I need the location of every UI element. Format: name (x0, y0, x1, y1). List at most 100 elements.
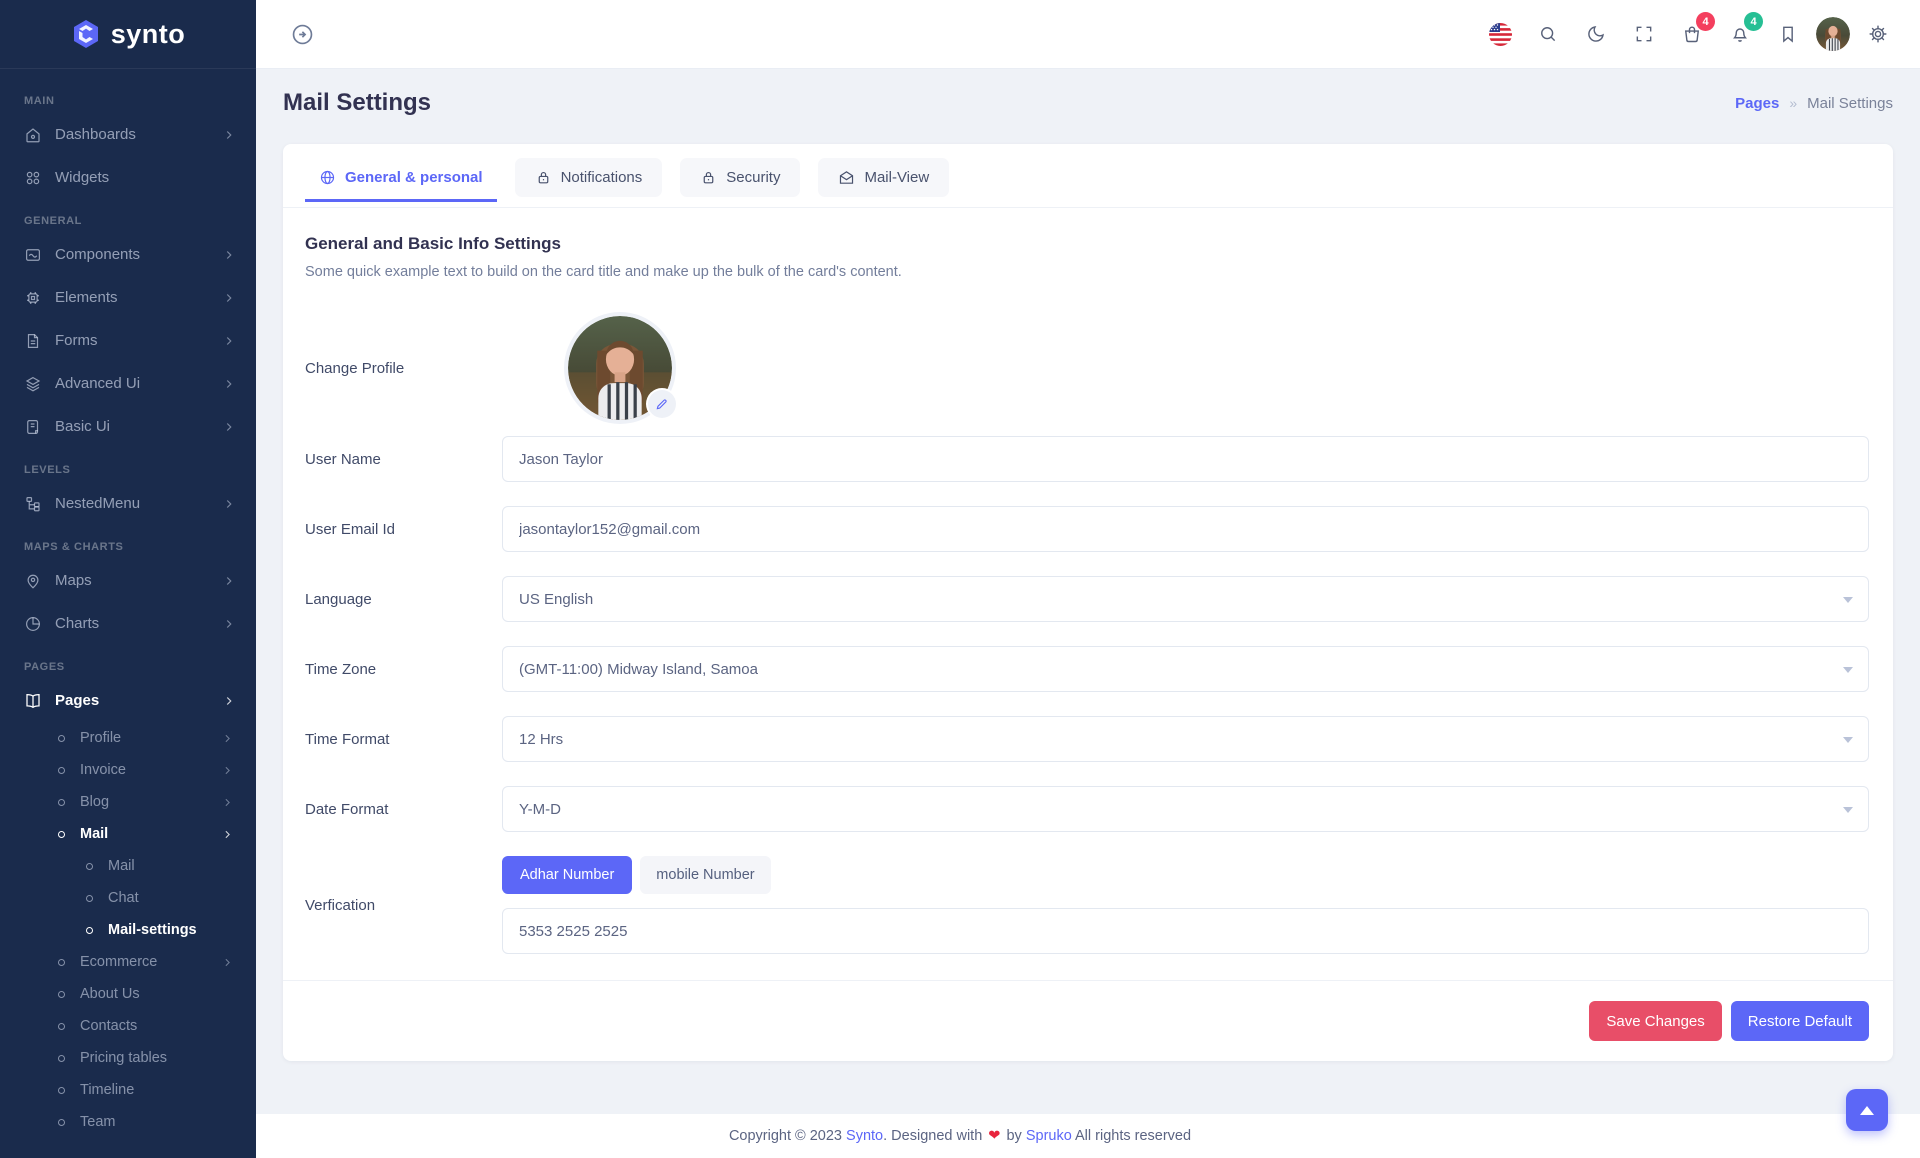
gear-icon (1868, 24, 1888, 44)
sidebar-item-maps[interactable]: Maps (0, 559, 256, 602)
mail-open-icon (838, 169, 855, 186)
caret-down-icon (1843, 807, 1853, 813)
fullscreen-button[interactable] (1624, 14, 1664, 54)
scroll-to-top-button[interactable] (1846, 1089, 1888, 1131)
home-icon (24, 126, 42, 144)
map-pin-icon (24, 572, 42, 590)
footer-by-text: by (1002, 1128, 1026, 1144)
components-icon (24, 246, 42, 264)
sidebar-subitem-mail-mail[interactable]: Mail (0, 850, 256, 882)
sidebar-item-pages[interactable]: Pages (0, 679, 256, 722)
language-flag-button[interactable] (1480, 14, 1520, 54)
pencil-icon (655, 397, 669, 411)
sidebar-subitem-chat[interactable]: Chat (0, 882, 256, 914)
mobile-number-button[interactable]: mobile Number (640, 856, 771, 894)
circle-bullet-icon (86, 862, 93, 870)
user-name-label: User Name (305, 450, 381, 468)
main-content: Mail Settings Pages » Mail Settings Gene… (256, 69, 1920, 1158)
sidebar-subitem-contacts[interactable]: Contacts (0, 1010, 256, 1042)
section-label-maps-charts: Maps & Charts (24, 541, 124, 553)
section-label-levels: Levels (24, 464, 71, 476)
search-icon (1538, 24, 1558, 44)
heart-icon: ❤ (988, 1128, 1001, 1144)
sidebar-item-nestedmenu[interactable]: NestedMenu (0, 482, 256, 525)
circle-bullet-icon (58, 1118, 65, 1126)
tab-general-personal[interactable]: General & personal (305, 158, 497, 202)
breadcrumb-current: Mail Settings (1807, 94, 1893, 112)
time-format-select[interactable]: 12 Hrs (502, 716, 1869, 762)
sidebar-subitem-profile[interactable]: Profile (0, 722, 256, 754)
circle-bullet-icon (58, 798, 65, 806)
circle-arrow-right-icon (290, 22, 315, 47)
circle-bullet-icon (58, 734, 65, 742)
footer-author-link[interactable]: Spruko (1025, 1128, 1072, 1144)
sidebar-subitem-mail-settings[interactable]: Mail-settings (0, 914, 256, 946)
user-email-input[interactable] (502, 506, 1869, 552)
breadcrumb-pages-link[interactable]: Pages (1735, 94, 1780, 112)
user-avatar[interactable] (1816, 17, 1850, 51)
tab-security[interactable]: Security (680, 158, 801, 197)
notifications-button[interactable]: 4 (1720, 12, 1763, 54)
bell-icon (1730, 24, 1750, 44)
adhar-number-button[interactable]: Adhar Number (502, 856, 633, 894)
section-subtitle: Some quick example text to build on the … (305, 264, 902, 280)
language-select[interactable]: US English (502, 576, 1869, 622)
sidebar-item-widgets[interactable]: Widgets (0, 156, 256, 199)
sidebar-subitem-timeline[interactable]: Timeline (0, 1074, 256, 1106)
sidebar-subitem-team[interactable]: Team (0, 1106, 256, 1138)
dark-mode-button[interactable] (1576, 14, 1616, 54)
nested-menu-icon (24, 495, 42, 513)
verification-label: Verfication (305, 896, 376, 914)
widgets-icon (24, 169, 42, 187)
chevron-right-icon (222, 617, 236, 631)
verification-number-input[interactable] (502, 908, 1869, 954)
cart-button[interactable]: 4 (1672, 12, 1715, 54)
save-changes-button[interactable]: Save Changes (1589, 1001, 1722, 1041)
lock-icon (535, 169, 552, 186)
sidebar-item-components[interactable]: Components (0, 233, 256, 276)
chevron-right-icon (221, 828, 234, 841)
sidebar-subitem-blog[interactable]: Blog (0, 786, 256, 818)
date-format-label: Date Format (305, 800, 389, 818)
sidebar-subitem-invoice[interactable]: Invoice (0, 754, 256, 786)
sidebar-toggle-button[interactable] (282, 14, 322, 54)
tab-mail-view[interactable]: Mail-View (818, 158, 950, 197)
caret-up-icon (1860, 1105, 1874, 1115)
chevron-right-icon (222, 291, 236, 305)
footer-rights-text: All rights reserved (1071, 1128, 1192, 1144)
circle-bullet-icon (58, 1022, 65, 1030)
sidebar-item-basic-ui[interactable]: Basic Ui (0, 405, 256, 448)
page-footer: Copyright © 2023 Synto. Designed with ❤ … (0, 1114, 1920, 1158)
top-header: 4 4 (256, 0, 1920, 69)
edit-profile-button[interactable] (648, 390, 676, 418)
bookmark-button[interactable] (1768, 14, 1808, 54)
circle-bullet-icon (58, 990, 65, 998)
sidebar-subitem-pricing-tables[interactable]: Pricing tables (0, 1042, 256, 1074)
user-name-input[interactable] (502, 436, 1869, 482)
circle-bullet-icon (86, 894, 93, 902)
sidebar-item-forms[interactable]: Forms (0, 319, 256, 362)
sidebar-item-dashboards[interactable]: Dashboards (0, 113, 256, 156)
settings-button[interactable] (1858, 14, 1898, 54)
tab-notifications[interactable]: Notifications (514, 158, 663, 197)
time-zone-label: Time Zone (305, 660, 377, 678)
restore-default-button[interactable]: Restore Default (1730, 1001, 1869, 1041)
footer-brand-link[interactable]: Synto (846, 1128, 884, 1144)
sidebar-item-charts[interactable]: Charts (0, 602, 256, 645)
cart-badge: 4 (1696, 12, 1715, 31)
sidebar-subitem-about-us[interactable]: About Us (0, 978, 256, 1010)
time-zone-select[interactable]: (GMT-11:00) Midway Island, Samoa (502, 646, 1869, 692)
sidebar-subitem-mail[interactable]: Mail (0, 818, 256, 850)
date-format-select[interactable]: Y-M-D (502, 786, 1869, 832)
circle-bullet-icon (58, 766, 65, 774)
chevron-right-icon (222, 574, 236, 588)
sidebar-subitem-ecommerce[interactable]: Ecommerce (0, 946, 256, 978)
search-button[interactable] (1528, 14, 1568, 54)
caret-down-icon (1843, 597, 1853, 603)
circle-bullet-icon (58, 958, 65, 966)
section-label-main: Main (24, 95, 55, 107)
sidebar-item-elements[interactable]: Elements (0, 276, 256, 319)
brand-logo[interactable]: synto (0, 0, 256, 69)
language-label: Language (305, 590, 372, 608)
sidebar-item-advanced-ui[interactable]: Advanced Ui (0, 362, 256, 405)
